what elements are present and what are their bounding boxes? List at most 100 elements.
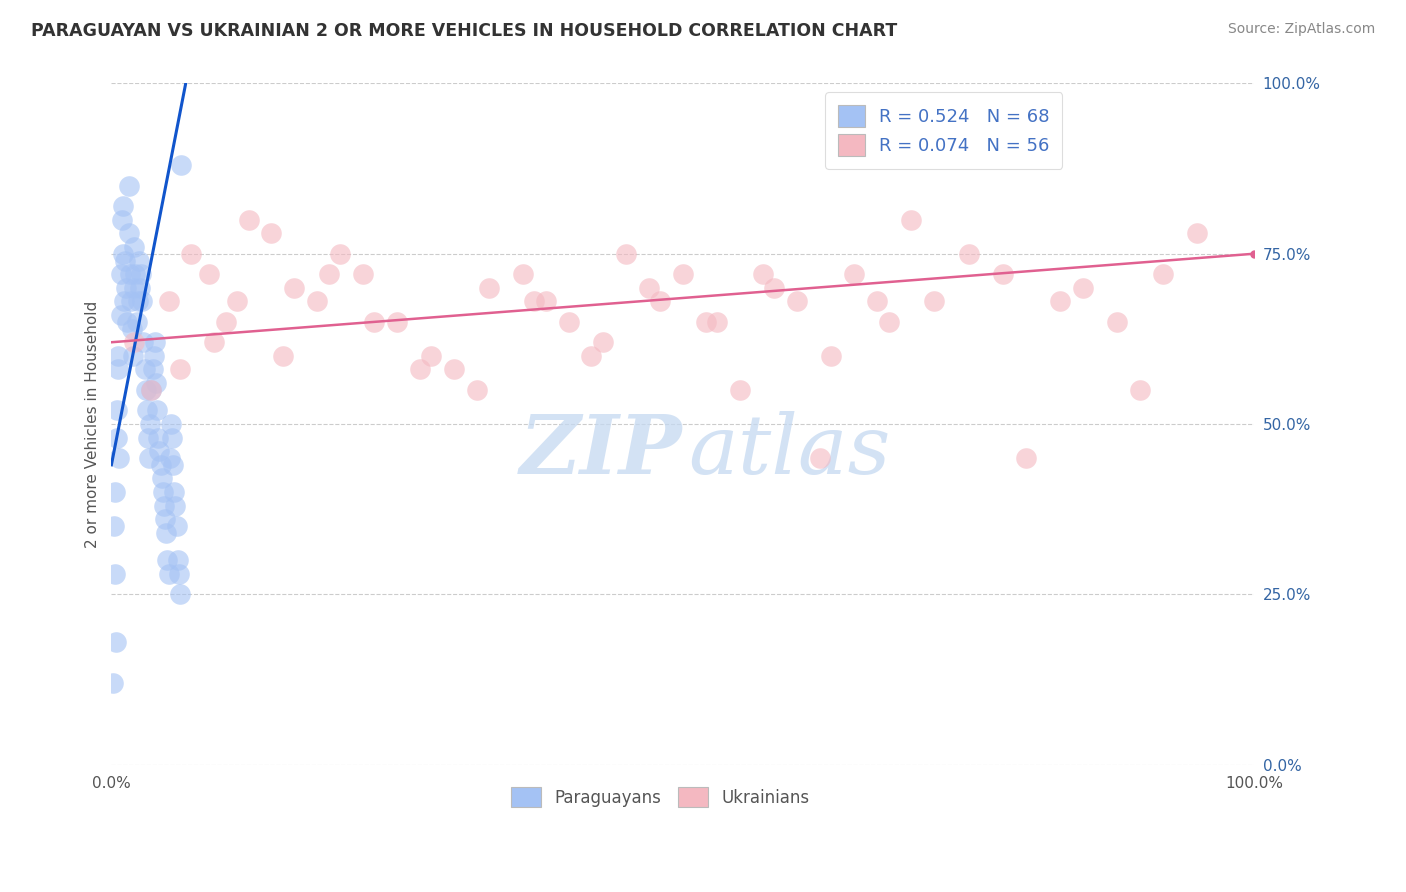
Point [129,267,152,281]
Point [672,267,695,281]
Point [125,315,148,329]
Point [134,362,156,376]
Point [271,349,294,363]
Point [202,335,225,350]
Point [124,267,146,281]
Point [117,315,139,329]
Point [110,267,132,281]
Point [131,294,153,309]
Point [114,253,136,268]
Point [307,294,329,309]
Point [592,335,614,350]
Point [159,450,181,465]
Point [107,349,129,363]
Point [1129,383,1152,397]
Point [786,294,808,309]
Point [156,553,179,567]
Point [1107,315,1129,329]
Point [637,281,659,295]
Point [132,335,155,350]
Point [160,417,183,431]
Point [1015,450,1038,465]
Text: atlas: atlas [689,411,891,491]
Point [122,335,145,350]
Point [112,294,135,309]
Point [752,267,775,281]
Point [1071,281,1094,295]
Point [706,315,728,329]
Point [352,267,374,281]
Point [409,362,432,376]
Point [991,267,1014,281]
Point [238,212,260,227]
Point [153,499,176,513]
Point [127,294,149,309]
Text: PARAGUAYAN VS UKRAINIAN 2 OR MORE VEHICLES IN HOUSEHOLD CORRELATION CHART: PARAGUAYAN VS UKRAINIAN 2 OR MORE VEHICL… [31,22,897,40]
Point [283,281,305,295]
Point [150,471,173,485]
Point [924,294,946,309]
Point [136,431,159,445]
Point [148,444,170,458]
Point [523,294,546,309]
Point [153,512,176,526]
Point [142,349,165,363]
Point [111,212,134,227]
Point [169,362,191,376]
Point [141,383,163,397]
Point [149,458,172,472]
Point [226,294,249,309]
Point [138,450,160,465]
Point [129,281,152,295]
Point [139,417,162,431]
Point [165,499,187,513]
Point [128,253,150,268]
Point [101,675,124,690]
Point [957,246,980,260]
Point [420,349,443,363]
Point [385,315,408,329]
Point [170,158,193,172]
Point [141,383,163,397]
Point [581,349,603,363]
Point [180,246,202,260]
Point [146,403,169,417]
Point [117,178,139,193]
Point [866,294,889,309]
Point [108,450,131,465]
Point [160,431,183,445]
Point [120,294,142,309]
Point [166,553,188,567]
Point [1187,227,1209,241]
Point [122,349,145,363]
Point [167,566,190,581]
Point [111,199,134,213]
Point [135,403,157,417]
Point [614,246,637,260]
Text: ZIP: ZIP [520,411,683,491]
Point [197,267,219,281]
Point [152,485,174,500]
Point [135,383,157,397]
Point [122,281,145,295]
Point [143,335,166,350]
Point [215,315,238,329]
Point [1152,267,1174,281]
Point [105,431,128,445]
Point [512,267,534,281]
Point [105,403,128,417]
Point [1049,294,1071,309]
Point [163,485,186,500]
Point [155,525,177,540]
Point [557,315,579,329]
Point [820,349,842,363]
Point [104,485,127,500]
Point [115,281,138,295]
Point [148,431,170,445]
Point [122,240,145,254]
Point [157,294,180,309]
Point [162,458,184,472]
Point [695,315,717,329]
Point [465,383,488,397]
Point [107,362,129,376]
